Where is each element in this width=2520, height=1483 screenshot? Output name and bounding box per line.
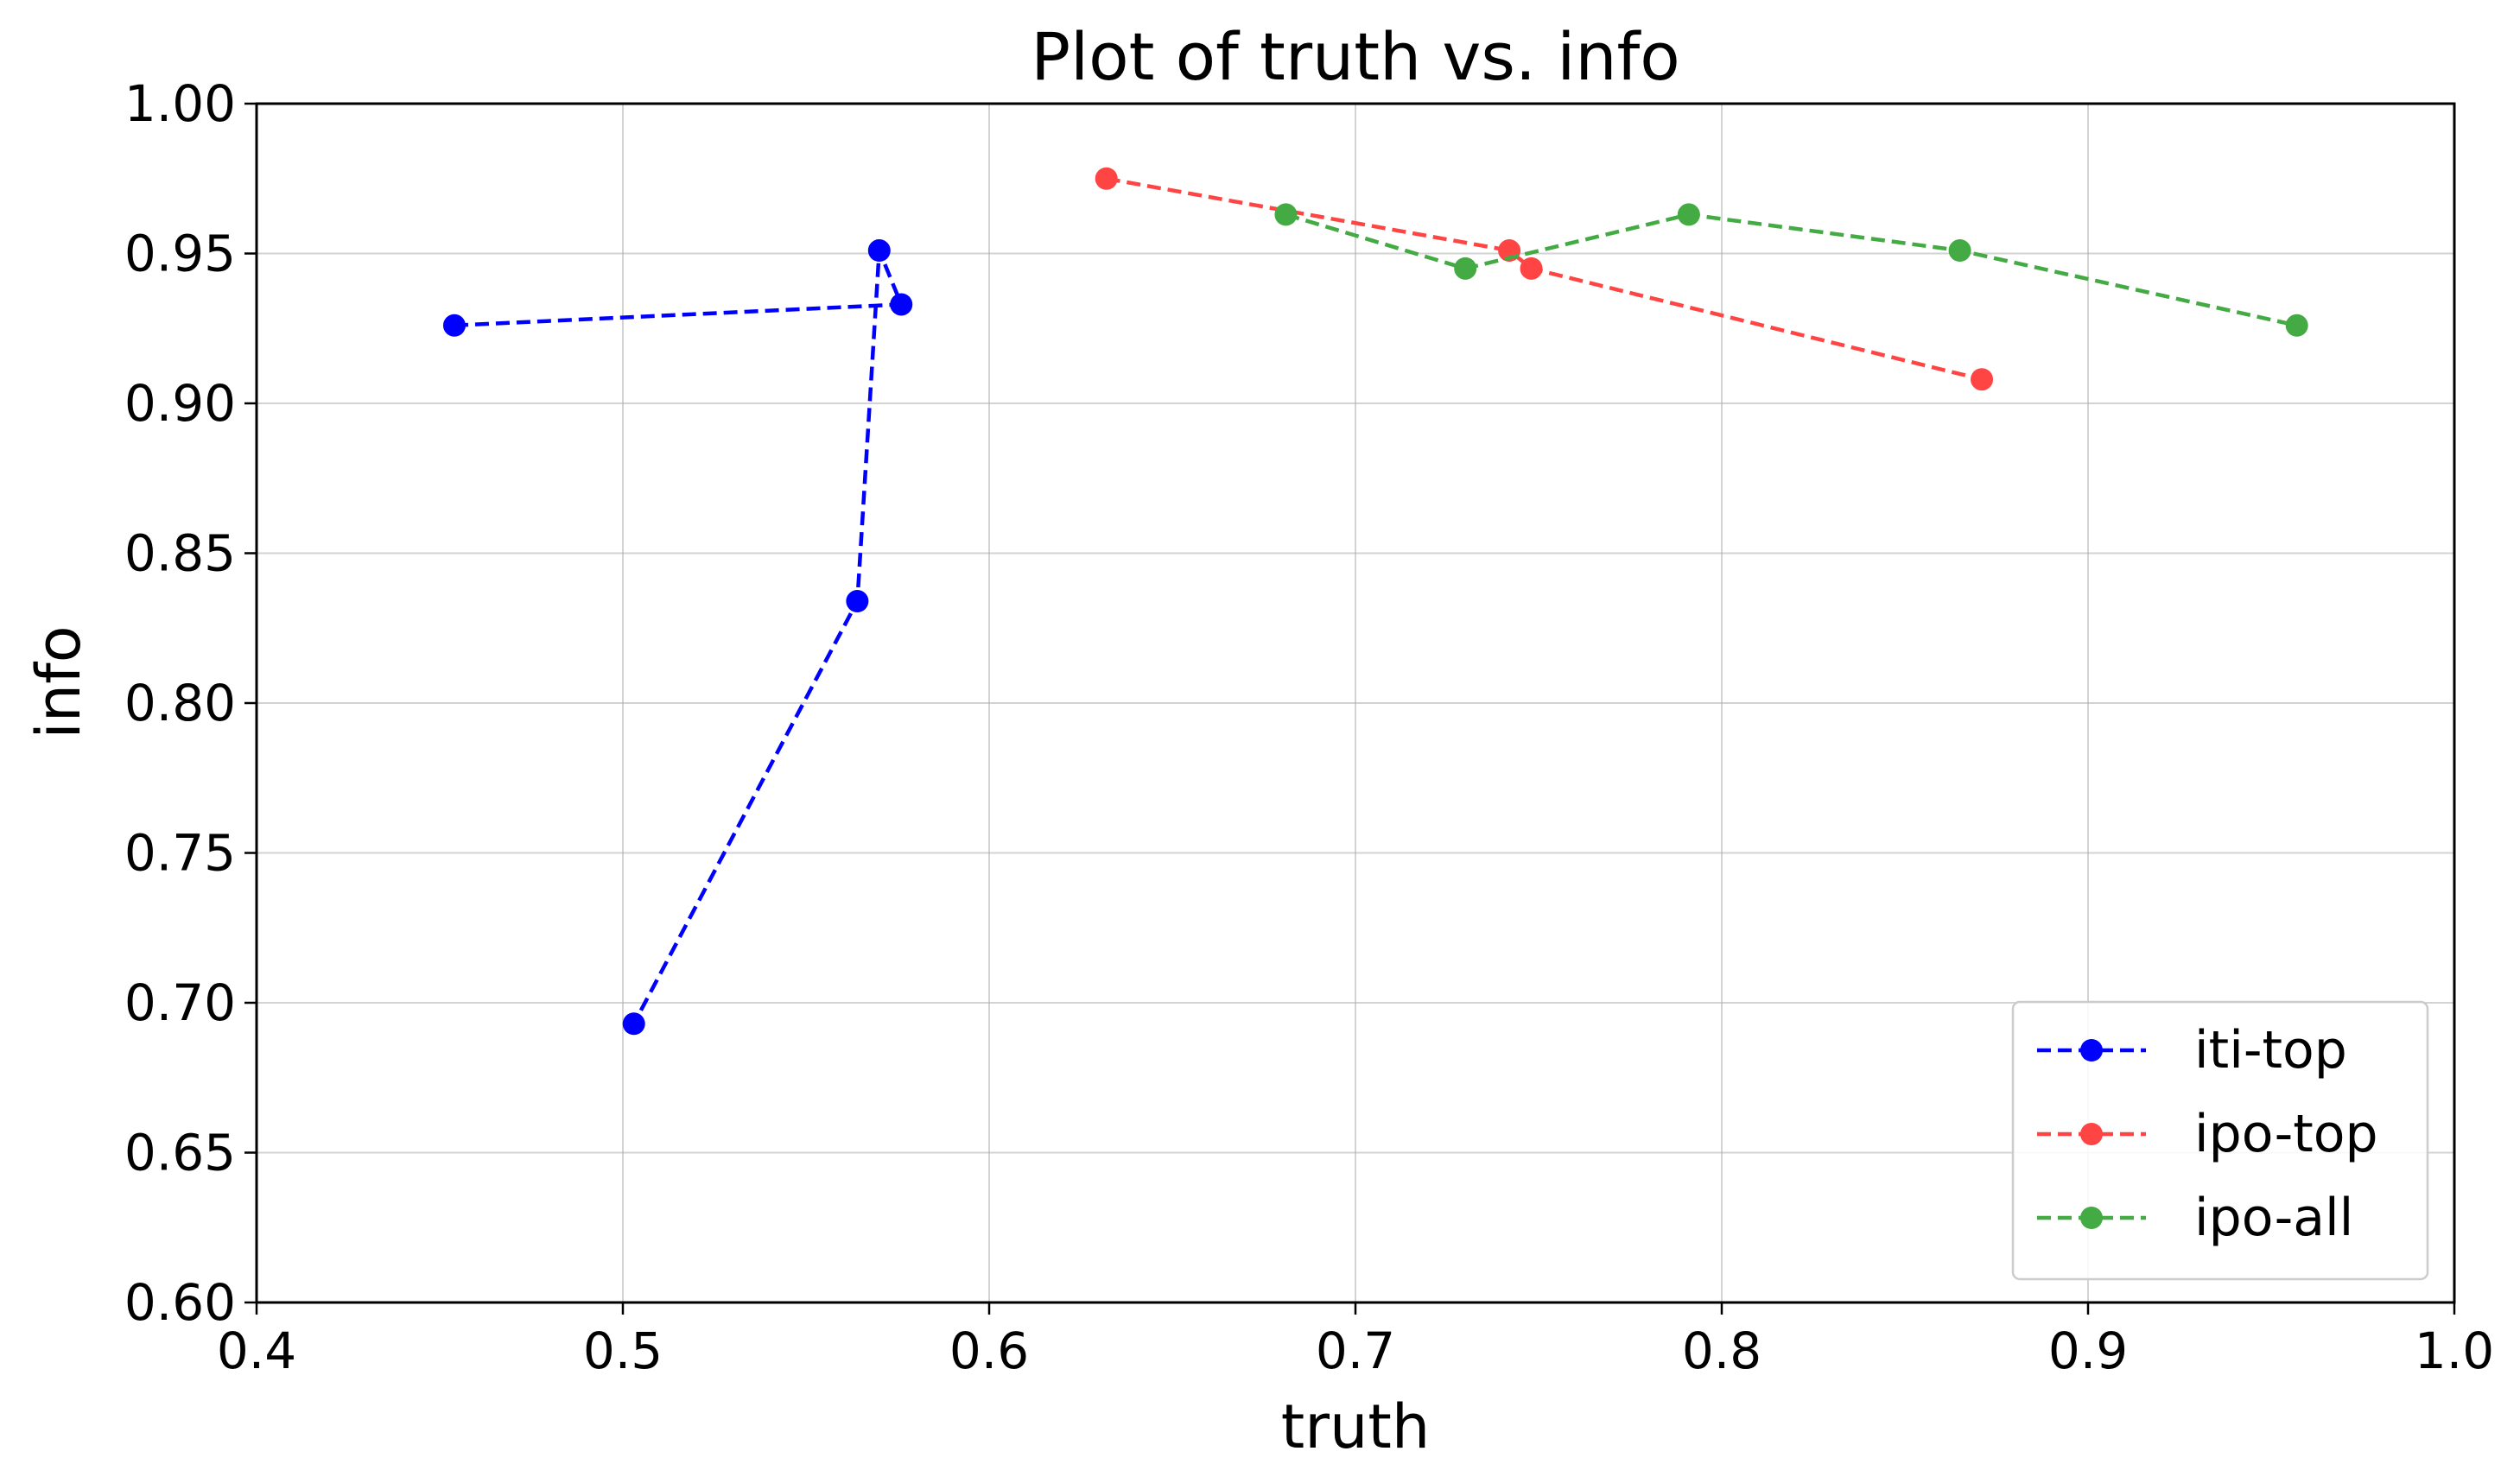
x-tick-label: 0.9 (2048, 1321, 2128, 1380)
legend-item-iti-top: iti-top (2037, 1020, 2347, 1081)
data-point (1095, 167, 1118, 190)
y-tick-label: 0.60 (124, 1273, 236, 1332)
series-line (1106, 176, 1983, 382)
legend-label: ipo-top (2194, 1104, 2378, 1164)
chart-title: Plot of truth vs. info (1031, 18, 1680, 95)
legend-item-ipo-all: ipo-all (2037, 1188, 2353, 1248)
y-tick-label: 0.70 (124, 973, 236, 1032)
axis-ticks: 0.4 0.5 0.6 0.7 0.8 0.9 1.0 0.60 0.65 0.70 0.75 0.8… (124, 74, 2494, 1380)
data-point (1948, 239, 1971, 263)
y-tick-label: 0.65 (124, 1124, 236, 1182)
y-tick-label: 1.00 (124, 74, 236, 133)
data-point (1677, 203, 1700, 226)
legend-marker (2080, 1123, 2103, 1145)
legend-marker (2080, 1039, 2103, 1062)
y-tick-label: 0.95 (124, 225, 236, 283)
data-point (2285, 314, 2308, 337)
data-point (1520, 257, 1543, 280)
data-point (890, 293, 913, 316)
data-point (1454, 257, 1477, 280)
y-axis-label: info (23, 625, 94, 738)
y-tick-label: 0.80 (124, 674, 236, 732)
x-tick-label: 0.7 (1316, 1321, 1395, 1380)
data-point (622, 1012, 645, 1036)
x-tick-label: 0.5 (583, 1321, 663, 1380)
data-point (846, 590, 869, 613)
data-point (867, 239, 891, 263)
legend-item-ipo-top: ipo-top (2037, 1104, 2378, 1164)
legend: iti-top ipo-top ipo-all (2011, 1000, 2429, 1281)
plot-series (442, 167, 2308, 1036)
series-iti-top (442, 239, 913, 1036)
y-tick-label: 0.75 (124, 824, 236, 883)
y-tick-label: 0.85 (124, 524, 236, 583)
legend-label: iti-top (2194, 1020, 2347, 1081)
x-tick-label: 1.0 (2415, 1321, 2494, 1380)
y-tick-label: 0.90 (124, 374, 236, 433)
x-axis-label: truth (1281, 1391, 1430, 1462)
legend-label: ipo-all (2194, 1188, 2353, 1248)
x-tick-label: 0.6 (949, 1321, 1029, 1380)
data-point (442, 314, 466, 337)
x-tick-label: 0.8 (1682, 1321, 1761, 1380)
legend-marker (2080, 1207, 2103, 1229)
x-tick-label: 0.4 (217, 1321, 296, 1380)
data-point (1274, 203, 1298, 226)
data-point (1971, 368, 1994, 391)
series-ipo-all (1274, 203, 2308, 337)
legend-box (2011, 1000, 2429, 1281)
